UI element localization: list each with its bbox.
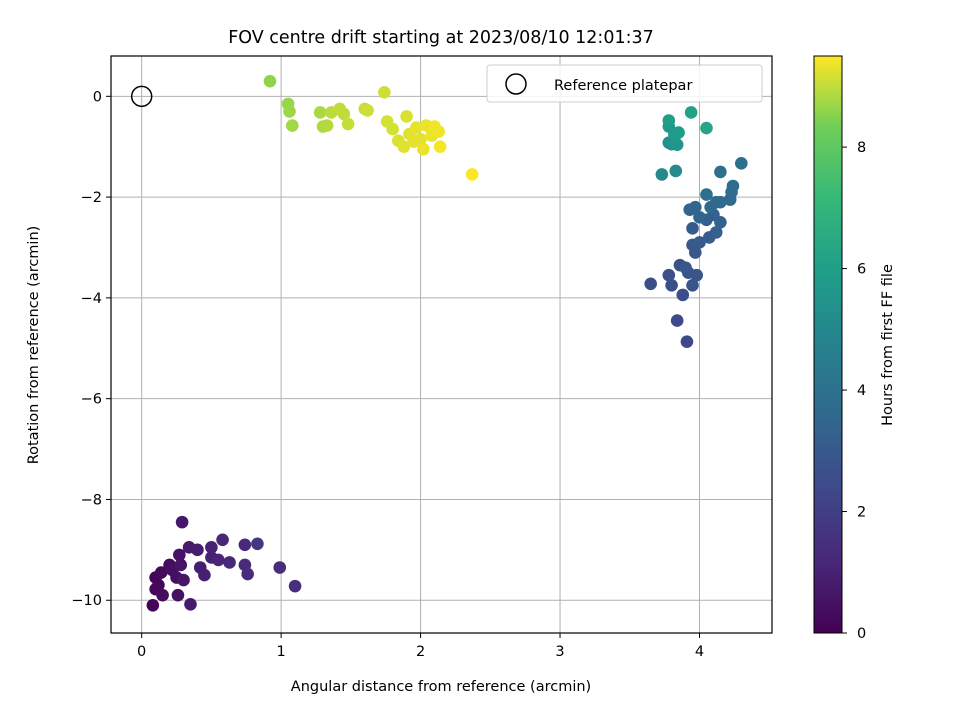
data-point: [205, 541, 218, 554]
data-point: [709, 226, 723, 239]
colorbar-gradient: [813, 55, 843, 634]
data-point: [700, 188, 713, 201]
data-point: [400, 110, 413, 123]
data-point: [686, 222, 699, 235]
x-axis-ticks: 0 1 2 3 4: [137, 633, 704, 660]
reference-platepar-marker: [130, 85, 153, 108]
x-axis-label: Angular distance from reference (arcmin): [291, 679, 591, 695]
data-point: [313, 106, 327, 119]
data-point: [212, 553, 225, 567]
data-point: [686, 278, 699, 292]
data-points: [146, 74, 748, 612]
y-tick-label: 0: [93, 89, 102, 105]
plot-frame: [110, 55, 773, 634]
data-point: [320, 119, 334, 132]
data-point: [700, 121, 713, 135]
data-point: [146, 598, 160, 612]
colorbar-tick-label: 6: [857, 262, 866, 278]
legend-box: [486, 64, 763, 103]
y-axis-label: Rotation from reference (arcmin): [26, 226, 42, 465]
data-point: [714, 195, 727, 209]
data-point: [670, 138, 684, 151]
data-point: [679, 261, 692, 274]
data-point: [216, 533, 229, 547]
data-point: [173, 548, 186, 562]
y-tick-label: −6: [81, 392, 102, 408]
data-point: [414, 132, 427, 146]
data-point: [397, 140, 411, 154]
data-point: [662, 268, 676, 282]
data-point: [386, 122, 399, 136]
data-point: [337, 107, 351, 121]
data-point: [238, 538, 252, 552]
data-point: [655, 168, 669, 181]
data-point: [662, 114, 676, 127]
data-point: [714, 215, 727, 229]
legend-marker: [505, 73, 527, 95]
data-point: [432, 125, 446, 138]
y-tick-label: −4: [81, 291, 102, 307]
x-tick-label: 1: [277, 644, 286, 660]
data-point: [361, 104, 374, 117]
data-point: [644, 277, 657, 291]
chart-title: FOV centre drift starting at 2023/08/10 …: [228, 28, 654, 48]
data-point: [714, 165, 727, 179]
x-tick-label: 2: [416, 644, 425, 660]
data-point: [417, 142, 430, 156]
data-point: [184, 597, 197, 611]
colorbar-tick-label: 0: [857, 626, 866, 642]
data-point: [154, 566, 168, 579]
data-point: [191, 543, 204, 557]
data-point: [680, 335, 694, 349]
y-axis-ticks: 0 −2 −4 −6 −8 −10: [71, 89, 111, 609]
data-point: [378, 85, 391, 99]
data-point: [690, 268, 703, 282]
colorbar-tick-label: 2: [857, 505, 866, 521]
data-point: [341, 117, 355, 131]
x-tick-label: 4: [695, 644, 704, 660]
data-point: [285, 119, 299, 132]
data-point: [689, 200, 702, 214]
x-tick-label: 3: [555, 644, 564, 660]
data-point: [665, 278, 678, 292]
data-point: [174, 558, 188, 572]
y-tick-label: −2: [81, 190, 102, 206]
data-point: [676, 288, 690, 302]
colorbar-label: Hours from first FF file: [880, 264, 896, 426]
data-point: [175, 515, 189, 529]
data-point: [693, 236, 706, 249]
data-point: [241, 567, 254, 581]
data-point: [726, 179, 740, 193]
colorbar-tick-label: 4: [857, 383, 866, 399]
data-point: [433, 140, 447, 154]
data-point: [223, 556, 236, 569]
data-point: [684, 106, 698, 119]
data-point: [156, 588, 169, 602]
data-point: [251, 537, 264, 551]
data-point: [283, 105, 296, 118]
data-point: [410, 121, 423, 134]
x-tick-label: 0: [137, 644, 146, 660]
colorbar: 0 2 4 6 8 Hours from first FF file: [813, 55, 896, 642]
colorbar-ticks: 0 2 4 6 8: [842, 140, 866, 642]
data-point: [273, 561, 287, 574]
data-point: [288, 579, 302, 593]
y-tick-label: −10: [71, 593, 102, 609]
data-point: [669, 164, 683, 178]
data-point: [693, 210, 706, 224]
data-point: [672, 126, 685, 139]
data-point: [198, 568, 211, 582]
y-tick-label: −8: [81, 492, 102, 508]
data-point: [670, 314, 684, 327]
legend: Reference platepar: [486, 64, 763, 103]
colorbar-tick-label: 8: [857, 140, 866, 156]
data-point: [735, 157, 748, 170]
data-point: [177, 573, 190, 587]
data-point: [263, 74, 277, 88]
data-point: [171, 588, 185, 602]
data-point: [465, 168, 479, 181]
legend-label: Reference platepar: [554, 78, 692, 94]
